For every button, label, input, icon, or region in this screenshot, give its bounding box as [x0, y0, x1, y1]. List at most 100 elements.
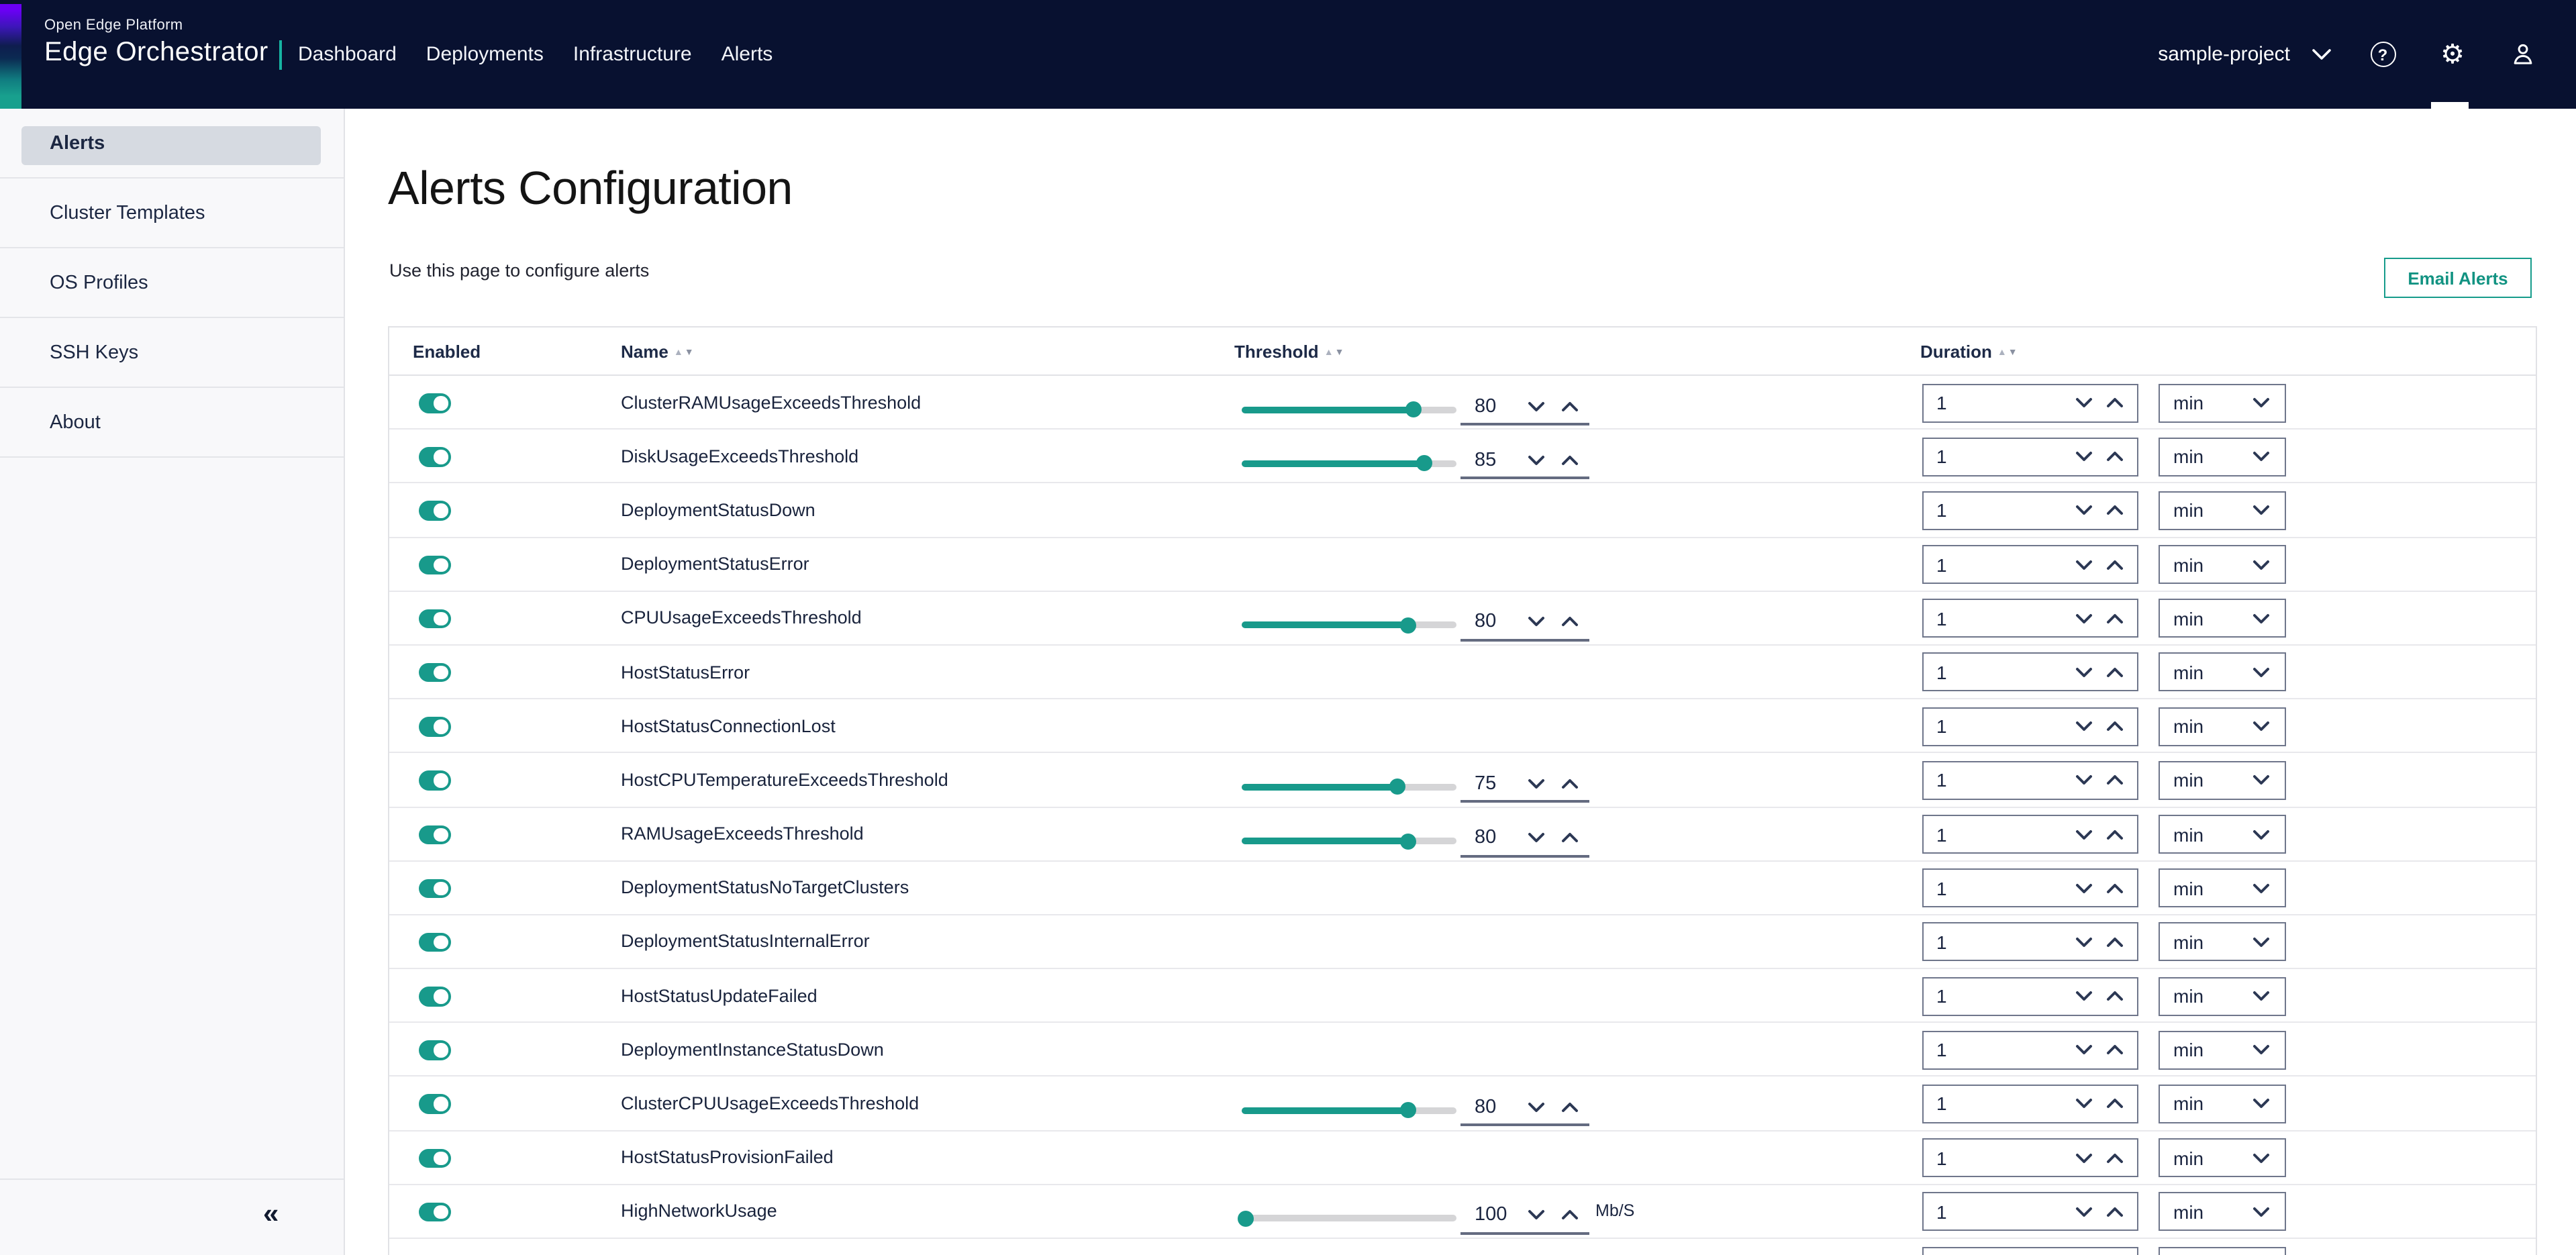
duration-input[interactable]: 1 — [1922, 437, 2138, 476]
slider-knob[interactable] — [1237, 1210, 1254, 1227]
enabled-toggle[interactable] — [418, 987, 450, 1007]
enabled-toggle[interactable] — [418, 932, 450, 952]
enabled-toggle[interactable] — [418, 1202, 450, 1222]
duration-unit-select[interactable]: min — [2159, 815, 2286, 854]
duration-increment-button[interactable] — [2106, 559, 2124, 570]
nav-item-infrastructure[interactable]: Infrastructure — [573, 43, 692, 66]
threshold-decrement-button[interactable] — [1527, 401, 1546, 411]
threshold-increment-button[interactable] — [1561, 401, 1579, 411]
duration-decrement-button[interactable] — [2075, 505, 2093, 516]
enabled-toggle[interactable] — [418, 1148, 450, 1168]
nav-item-deployments[interactable]: Deployments — [426, 43, 544, 66]
account-button[interactable] — [2504, 36, 2541, 73]
duration-input[interactable] — [1922, 1246, 2138, 1255]
threshold-input[interactable]: 80 — [1460, 821, 1589, 857]
duration-unit-select[interactable]: min — [2159, 760, 2286, 800]
threshold-increment-button[interactable] — [1561, 454, 1579, 465]
duration-decrement-button[interactable] — [2075, 721, 2093, 732]
duration-increment-button[interactable] — [2106, 613, 2124, 624]
threshold-decrement-button[interactable] — [1527, 832, 1546, 843]
duration-decrement-button[interactable] — [2075, 1152, 2093, 1163]
duration-increment-button[interactable] — [2106, 505, 2124, 516]
duration-increment-button[interactable] — [2106, 1045, 2124, 1056]
duration-increment-button[interactable] — [2106, 721, 2124, 732]
duration-unit-select[interactable]: min — [2159, 707, 2286, 746]
threshold-decrement-button[interactable] — [1527, 1102, 1546, 1113]
enabled-toggle[interactable] — [418, 447, 450, 467]
sidebar-item-about[interactable]: About — [0, 388, 344, 458]
slider-knob[interactable] — [1389, 779, 1406, 795]
duration-decrement-button[interactable] — [2075, 937, 2093, 948]
duration-unit-select[interactable]: min — [2159, 383, 2286, 422]
duration-input[interactable]: 1 — [1922, 1138, 2138, 1178]
sidebar-item-alerts[interactable]: Alerts — [0, 109, 344, 179]
threshold-increment-button[interactable] — [1561, 779, 1579, 789]
duration-input[interactable]: 1 — [1922, 1084, 2138, 1123]
enabled-toggle[interactable] — [418, 501, 450, 521]
duration-increment-button[interactable] — [2106, 1207, 2124, 1217]
duration-unit-select[interactable]: min — [2159, 922, 2286, 962]
enabled-toggle[interactable] — [418, 1040, 450, 1060]
slider-knob[interactable] — [1400, 833, 1417, 849]
duration-unit-select[interactable]: min — [2159, 1138, 2286, 1178]
enabled-toggle[interactable] — [418, 770, 450, 791]
threshold-decrement-button[interactable] — [1527, 779, 1546, 789]
duration-decrement-button[interactable] — [2075, 451, 2093, 462]
threshold-slider[interactable] — [1241, 401, 1456, 417]
settings-button[interactable]: ⚙ — [2434, 36, 2471, 73]
threshold-increment-button[interactable] — [1561, 1102, 1579, 1113]
duration-decrement-button[interactable] — [2075, 883, 2093, 893]
sidebar-item-ssh-keys[interactable]: SSH Keys — [0, 318, 344, 388]
enabled-toggle[interactable] — [418, 878, 450, 899]
duration-increment-button[interactable] — [2106, 1152, 2124, 1163]
threshold-input[interactable]: 85 — [1460, 443, 1589, 480]
nav-item-dashboard[interactable]: Dashboard — [298, 43, 397, 66]
duration-unit-select[interactable]: min — [2159, 1084, 2286, 1123]
duration-increment-button[interactable] — [2106, 451, 2124, 462]
duration-decrement-button[interactable] — [2075, 559, 2093, 570]
threshold-input[interactable]: 80 — [1460, 605, 1589, 642]
threshold-slider[interactable] — [1241, 833, 1456, 849]
duration-input[interactable]: 1 — [1922, 815, 2138, 854]
slider-knob[interactable] — [1405, 401, 1421, 417]
threshold-decrement-button[interactable] — [1527, 1210, 1546, 1221]
column-header-threshold[interactable]: Threshold ▲ ▼ — [1234, 341, 1344, 361]
threshold-slider[interactable] — [1241, 779, 1456, 795]
duration-input[interactable]: 1 — [1922, 707, 2138, 746]
sidebar-item-os-profiles[interactable]: OS Profiles — [0, 248, 344, 318]
sidebar-item-cluster-templates[interactable]: Cluster Templates — [0, 179, 344, 248]
threshold-increment-button[interactable] — [1561, 617, 1579, 628]
enabled-toggle[interactable] — [418, 1094, 450, 1114]
threshold-slider[interactable] — [1237, 1210, 1456, 1227]
threshold-input[interactable]: 80 — [1460, 1091, 1589, 1127]
duration-decrement-button[interactable] — [2075, 991, 2093, 1001]
duration-increment-button[interactable] — [2106, 397, 2124, 408]
duration-decrement-button[interactable] — [2075, 1045, 2093, 1056]
threshold-input[interactable]: 100 — [1460, 1199, 1589, 1235]
duration-unit-select[interactable]: min — [2159, 437, 2286, 476]
duration-decrement-button[interactable] — [2075, 1099, 2093, 1109]
threshold-increment-button[interactable] — [1561, 832, 1579, 843]
threshold-slider[interactable] — [1241, 617, 1456, 634]
threshold-increment-button[interactable] — [1561, 1210, 1579, 1221]
duration-decrement-button[interactable] — [2075, 397, 2093, 408]
duration-decrement-button[interactable] — [2075, 1207, 2093, 1217]
enabled-toggle[interactable] — [418, 825, 450, 844]
slider-knob[interactable] — [1400, 1102, 1417, 1119]
sort-icon[interactable]: ▲ ▼ — [1324, 348, 1344, 357]
brand[interactable]: Open Edge Platform Edge Orchestrator — [44, 17, 268, 68]
duration-unit-select[interactable]: min — [2159, 976, 2286, 1016]
duration-unit-select[interactable]: min — [2159, 1192, 2286, 1232]
duration-unit-select[interactable]: min — [2159, 491, 2286, 530]
slider-knob[interactable] — [1400, 617, 1417, 634]
threshold-input[interactable]: 75 — [1460, 767, 1589, 803]
column-header-name[interactable]: Name ▲ ▼ — [621, 341, 694, 361]
duration-increment-button[interactable] — [2106, 1099, 2124, 1109]
column-header-duration[interactable]: Duration ▲ ▼ — [1920, 341, 2018, 361]
sort-icon[interactable]: ▲ ▼ — [673, 348, 694, 357]
duration-input[interactable]: 1 — [1922, 976, 2138, 1016]
threshold-slider[interactable] — [1241, 1102, 1456, 1119]
sidebar-collapse-button[interactable]: « — [263, 1199, 279, 1229]
duration-input[interactable]: 1 — [1922, 545, 2138, 585]
email-alerts-button[interactable]: Email Alerts — [2384, 258, 2532, 298]
